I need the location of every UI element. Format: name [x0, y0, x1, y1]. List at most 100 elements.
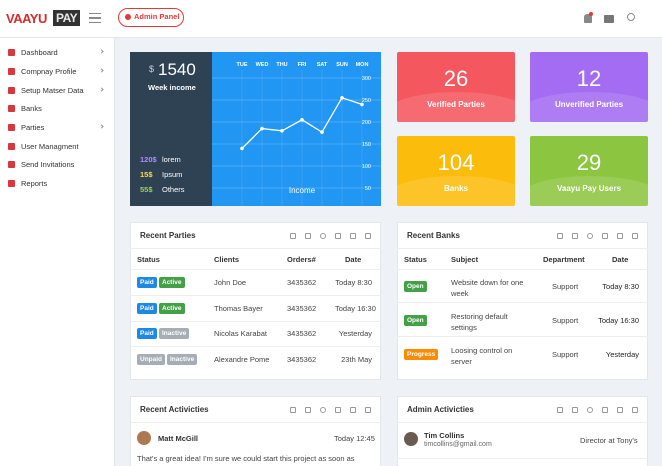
income-point [280, 129, 284, 133]
column-header: Status [137, 255, 160, 264]
sidebar-item[interactable]: User Managment [21, 142, 79, 151]
stat-wave [530, 176, 648, 206]
panel-tool[interactable] [305, 233, 311, 239]
stat-tile: 29 Vaayu Pay Users [530, 136, 648, 206]
x-tick-label: TUE [237, 62, 248, 68]
date: Today 8:30 [335, 278, 372, 287]
activity-name: Matt McGill [158, 434, 199, 443]
message-icon[interactable] [604, 15, 614, 23]
stat-label: Verified Parties [427, 100, 485, 109]
sidebar-icon [8, 68, 15, 75]
stat-value: 104 [437, 150, 475, 175]
menu-toggle-bar [89, 17, 101, 19]
hr [397, 422, 648, 423]
panel-tool[interactable] [602, 407, 608, 413]
panel-tool[interactable] [632, 407, 638, 413]
panel-tool[interactable] [557, 407, 563, 413]
menu-toggle[interactable] [89, 13, 101, 23]
panel-tool[interactable] [320, 233, 326, 239]
panel-tool[interactable] [350, 233, 356, 239]
stat-value: 26 [443, 66, 469, 91]
panel-tool[interactable] [305, 407, 311, 413]
department: Support [552, 350, 579, 359]
y-tick-label: 200 [362, 120, 371, 126]
status-badge: Paid [137, 328, 157, 339]
admin-panel-button[interactable]: Admin Panel [118, 8, 184, 27]
column-header: Date [612, 255, 629, 264]
panel-tool[interactable] [365, 233, 371, 239]
panel-tool[interactable] [290, 407, 296, 413]
panel-tool[interactable] [350, 407, 356, 413]
panel-tool[interactable] [320, 407, 326, 413]
income-point [320, 130, 324, 134]
sidebar-icon [8, 161, 15, 168]
notification-dot [589, 12, 593, 16]
activity-time: Today 12:45 [334, 434, 375, 443]
panel-tool[interactable] [290, 233, 296, 239]
orders: 3435362 [287, 303, 317, 313]
panel-tool[interactable] [617, 407, 623, 413]
department: Support [552, 316, 579, 325]
sidebar-item[interactable]: Reports [21, 179, 48, 188]
sidebar-item[interactable]: Dashboard [21, 48, 58, 57]
column-header: Department [543, 255, 585, 264]
sidebar-icon [8, 143, 15, 150]
stat-label: Vaayu Pay Users [556, 184, 622, 193]
panel-tool[interactable] [335, 233, 341, 239]
client: Nicolas Karabat [214, 329, 267, 338]
hr [397, 269, 648, 270]
income-point [300, 118, 304, 122]
income-point [360, 102, 364, 107]
x-tick-label: SAT [317, 62, 328, 68]
sidebar-icon [8, 124, 15, 131]
panel-tool[interactable] [587, 407, 593, 413]
panel-tool[interactable] [557, 233, 563, 239]
status-badge: Paid [137, 302, 157, 314]
subject: Restoring default settings [451, 312, 508, 332]
legend-value: 55$ [140, 185, 153, 194]
panel-tool[interactable] [335, 407, 341, 413]
panel-tool[interactable] [587, 233, 593, 239]
sidebar-item[interactable]: Setup Matser Data [21, 86, 84, 95]
panel-tool[interactable] [572, 407, 578, 413]
stat-value: 12 [576, 66, 602, 91]
panel-title: Recent Banks [407, 231, 460, 240]
status-badge: Inactive [159, 328, 190, 339]
search-icon[interactable] [627, 13, 635, 21]
orders: 3435362 [287, 329, 317, 338]
panel-tool[interactable] [572, 233, 578, 239]
income-chart: 300 250 200 150 100 50 TUE WED THU FRI SAT SUN MON In… [212, 52, 381, 206]
hr [130, 422, 381, 423]
income-dark [130, 52, 212, 206]
status-badge: Unpaid [137, 353, 166, 365]
sidebar-item[interactable]: Banks [21, 104, 42, 113]
sidebar-item[interactable]: Compnay Profile [21, 67, 77, 76]
notification-icon[interactable] [584, 14, 592, 23]
stat-wave [397, 92, 515, 122]
stat-label: Unverified Parties [554, 100, 624, 109]
avatar [137, 431, 151, 445]
department: Support [552, 282, 579, 291]
income-label: Week income [148, 83, 196, 92]
panel-tool[interactable] [632, 233, 638, 239]
date: Yesterday [338, 329, 372, 338]
date: Today 16:30 [598, 316, 639, 325]
sidebar-item[interactable]: Parties [21, 123, 45, 132]
column-header: Subject [451, 255, 479, 264]
client: John Doe [214, 278, 247, 287]
sidebar-item[interactable]: Send Invitations [21, 160, 75, 169]
income-amount: 1540 [158, 60, 196, 79]
panel-tool[interactable] [617, 233, 623, 239]
date: 23th May [341, 354, 372, 364]
panel-tool[interactable] [602, 233, 608, 239]
hr [130, 346, 381, 347]
panel-tool[interactable] [365, 407, 371, 413]
status-badge: Paid [137, 277, 157, 288]
status-badge: Open [404, 315, 427, 326]
status-badge: Progress [404, 349, 439, 360]
x-tick-label: WED [256, 62, 269, 68]
top-bar [0, 0, 662, 38]
stat-tile: 12 Unverified Parties [530, 52, 648, 122]
sidebar-icon [8, 180, 15, 187]
panel-title: Recent Parties [140, 231, 196, 240]
